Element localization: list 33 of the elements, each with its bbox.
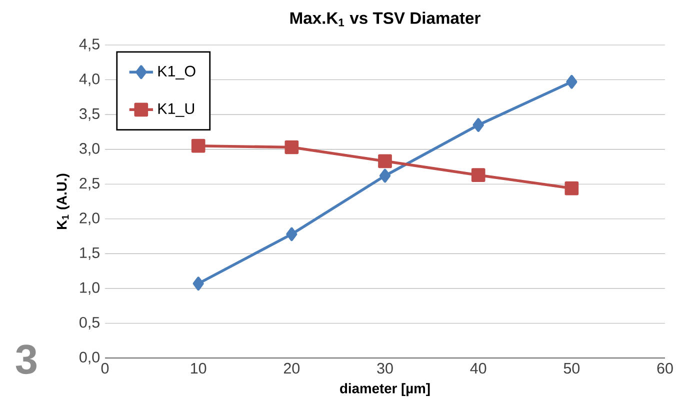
point xyxy=(378,154,392,168)
y-tick-label: 2,5 xyxy=(80,178,100,190)
point xyxy=(566,74,578,89)
y-tick-label: 0,0 xyxy=(80,352,100,364)
x-tick-label: 20 xyxy=(284,362,300,374)
y-tick-label: 1,5 xyxy=(80,247,100,260)
point xyxy=(286,227,298,242)
x-tick-label: 40 xyxy=(470,362,486,374)
legend-label: K1_O xyxy=(158,66,196,80)
y-tick-label: 4,5 xyxy=(79,38,100,52)
point xyxy=(472,118,484,132)
x-tick-label: 30 xyxy=(377,362,393,374)
x-tick-label: 50 xyxy=(564,362,580,374)
point xyxy=(564,181,579,196)
point xyxy=(284,140,299,154)
y-tick-label: 3,0 xyxy=(80,143,100,156)
y-tick-label: 0,5 xyxy=(80,316,100,330)
x-tick-label: 10 xyxy=(191,362,206,374)
y-axis-title: K$_{1}$ (A.U.) xyxy=(56,174,70,229)
y-tick-label: 1,0 xyxy=(80,282,100,295)
x-tick-label: 60 xyxy=(657,362,673,374)
chart-title: Max.K$_{1}$ vs TSV Diamater xyxy=(290,12,480,26)
x-tick-label: 0 xyxy=(101,362,109,374)
point xyxy=(379,168,391,183)
y-tick-label: 4,0 xyxy=(79,74,100,86)
x-axis-title: diameter [µm] xyxy=(340,383,430,396)
point xyxy=(192,276,204,290)
legend-label: K1_U xyxy=(158,103,194,117)
y-tick-label: 2,0 xyxy=(80,212,100,226)
y-tick-label: 3,5 xyxy=(80,108,100,121)
point xyxy=(471,168,486,182)
point xyxy=(191,138,206,153)
text: 3 xyxy=(16,344,36,374)
